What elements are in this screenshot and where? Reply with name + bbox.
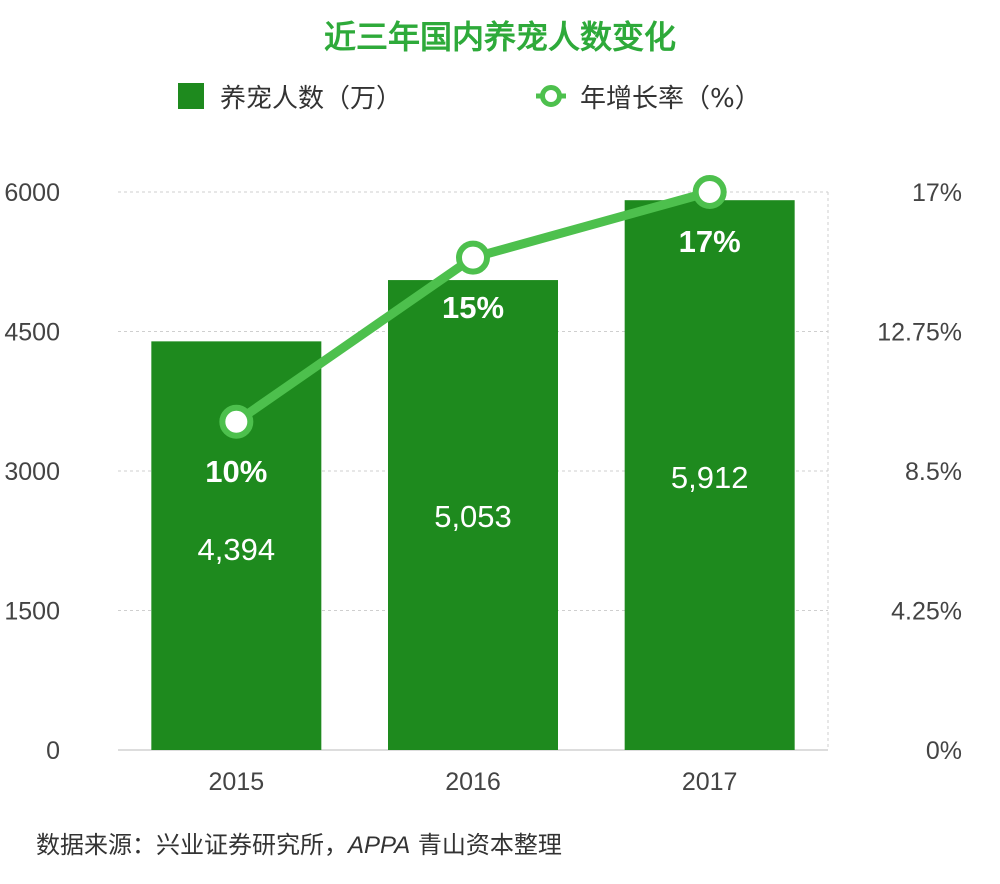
source-latin: APPA [348,832,411,859]
right-axis-tick-label: 12.75% [877,319,962,347]
legend-item-line: 年增长率（%） [536,78,761,114]
growth-rate-point [692,175,727,209]
right-axis-tick-label: 8.5% [905,458,962,486]
chart-title: 近三年国内养宠人数变化 [323,18,676,56]
x-axis-tick-label: 2016 [445,768,501,796]
legend-bar-label: 养宠人数（万） [220,83,403,114]
right-axis-tick-label: 4.25% [891,598,962,626]
growth-rate-label: 17% [679,224,741,259]
bar-value-label: 5,053 [434,499,512,534]
source-suffix: 青山资本整理 [410,831,562,859]
legend-line-swatch [536,85,566,107]
data-source-note: 数据来源：兴业证券研究所，APPA 青山资本整理 [36,825,562,860]
left-axis-tick-label: 3000 [4,458,60,486]
growth-rate-label: 15% [442,290,504,325]
legend-bar-swatch [178,83,204,109]
bar-2017 [624,200,795,750]
bar-2016 [388,280,558,750]
right-axis-tick-label: 0% [926,737,962,765]
legend-item-bar: 养宠人数（万） [178,78,402,114]
growth-rate-point [219,404,254,439]
x-axis-tick-label: 2015 [209,768,265,796]
left-axis-tick-label: 0 [46,737,60,765]
source-prefix: 数据来源：兴业证券研究所， [36,831,348,859]
growth-rate-label: 10% [205,454,267,489]
x-axis-tick-label: 2017 [682,768,738,796]
bar-value-label: 5,912 [671,460,749,495]
left-axis-tick-label: 4500 [4,319,60,347]
bar-value-label: 4,394 [198,532,276,567]
left-axis-tick-label: 1500 [4,598,60,626]
right-axis-tick-label: 17% [912,179,962,207]
left-axis-tick-label: 6000 [4,179,60,207]
legend-line-label: 年增长率（%） [580,83,761,114]
growth-rate-point [456,240,490,275]
